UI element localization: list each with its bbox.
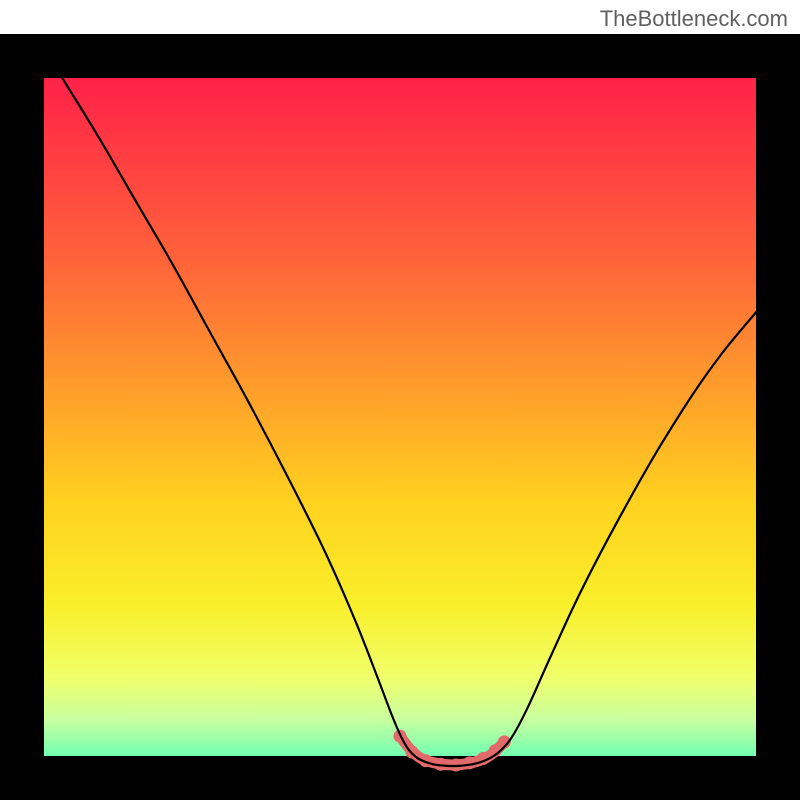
chart-container: TheBottleneck.com: [0, 0, 800, 800]
bottleneck-chart: [0, 0, 800, 800]
chart-background: [22, 56, 778, 778]
watermark-text: TheBottleneck.com: [600, 6, 788, 32]
